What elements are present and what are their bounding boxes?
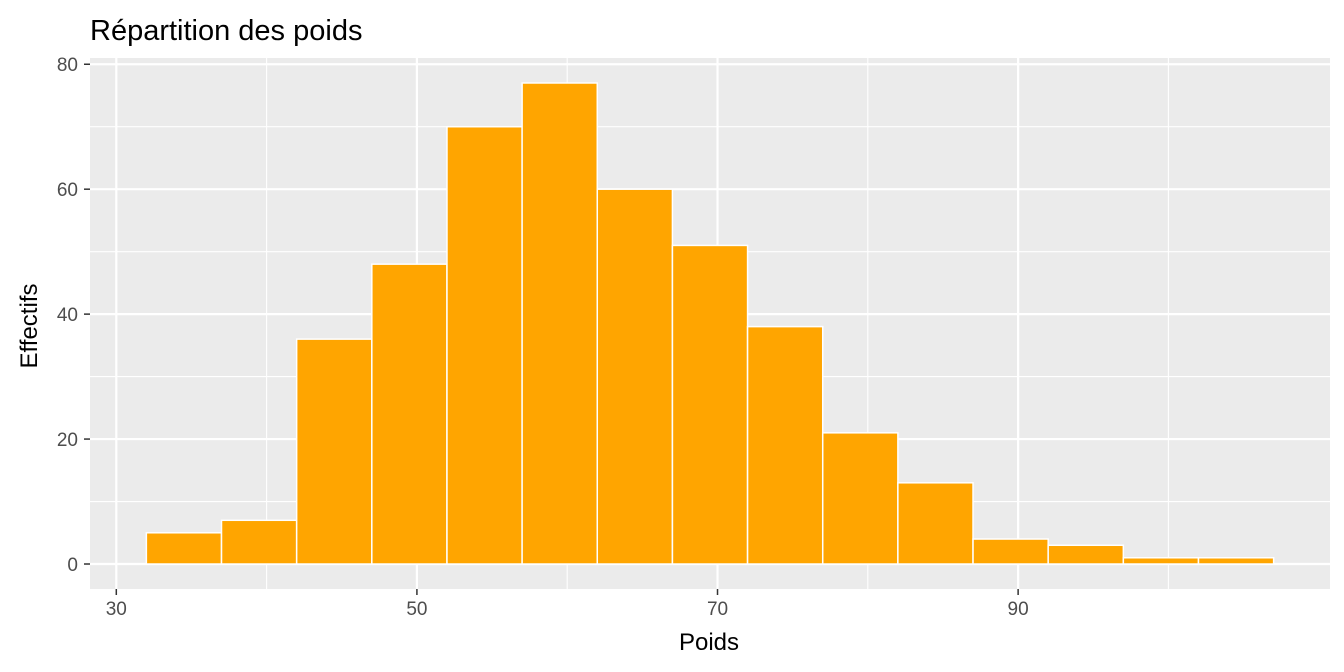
histogram-bar (446, 125, 523, 565)
y-tick-label: 40 (57, 305, 78, 326)
histogram-bar (145, 532, 223, 565)
histogram-bar (295, 338, 373, 565)
x-tick-label: 90 (1008, 599, 1029, 620)
y-tick-label: 80 (57, 55, 78, 76)
x-tick-label: 50 (406, 599, 427, 620)
histogram-bar (371, 263, 448, 565)
y-axis: 0 20 40 60 80 (57, 55, 90, 576)
histogram-bar (897, 482, 974, 565)
y-tick-label: 20 (57, 430, 78, 451)
y-axis-title: Effectifs (16, 284, 43, 369)
y-tick-label: 0 (67, 555, 78, 576)
x-axis: 30 50 70 90 (106, 589, 1029, 620)
histogram-bar (972, 538, 1049, 565)
histogram-bar (521, 82, 599, 565)
histogram-bar (821, 432, 899, 565)
histogram-bar (671, 244, 749, 565)
histogram-bar (1047, 544, 1125, 565)
histogram-bar (1197, 557, 1275, 565)
x-tick-label: 70 (707, 599, 728, 620)
chart-title: Répartition des poids (90, 15, 362, 47)
histogram-bars (145, 82, 1275, 565)
histogram-bar (1122, 557, 1200, 565)
histogram-bar (596, 188, 674, 565)
x-tick-label: 30 (106, 599, 127, 620)
x-axis-title: Poids (679, 629, 739, 656)
histogram-bar (746, 325, 824, 565)
histogram-bar (220, 519, 298, 565)
y-tick-label: 60 (57, 180, 78, 201)
